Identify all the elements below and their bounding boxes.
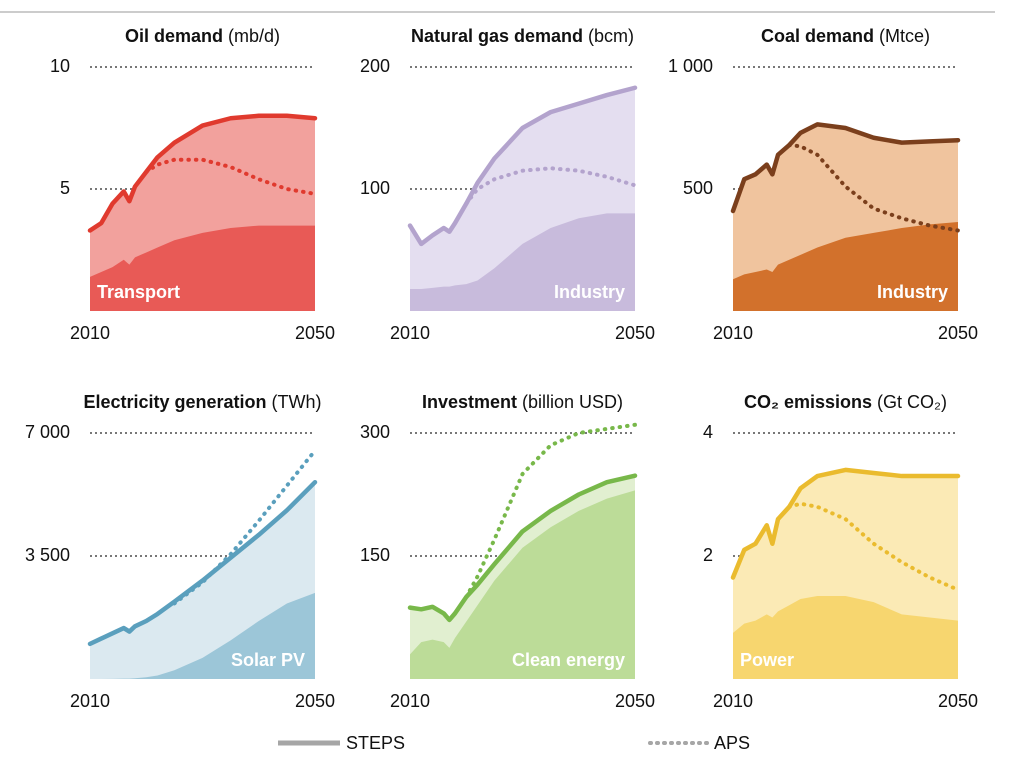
x-tick-label: 2010 [390,691,430,711]
area-label: Industry [877,282,948,302]
y-tick-label: 150 [360,545,390,565]
title-unit: (billion USD) [522,392,623,412]
aps-line [144,157,317,196]
area-label: Solar PV [231,650,305,670]
y-tick-label: 10 [50,56,70,76]
title-main: CO₂ emissions [744,392,872,412]
title-unit: (Mtce) [879,26,930,46]
x-tick-label: 2010 [70,691,110,711]
y-tick-label: 500 [683,178,713,198]
title-unit: (TWh) [272,392,322,412]
sector-area [733,595,958,679]
y-tick-label: 2 [703,545,713,565]
steps-line [407,85,638,247]
x-tick-label: 2010 [713,323,753,343]
legend-label: APS [714,733,750,753]
aps-line [464,166,637,206]
x-tick-label: 2010 [390,323,430,343]
sector-area [410,490,635,679]
aps-line [172,448,317,606]
x-tick-label: 2050 [295,691,335,711]
chart-title: Electricity generation (TWh) [83,392,321,412]
x-tick-label: 2050 [615,323,655,343]
aps-line [464,422,637,599]
steps-line [87,113,318,233]
title-unit: (mb/d) [228,26,280,46]
chart-title: Investment (billion USD) [422,392,623,412]
title-main: Oil demand [125,26,223,46]
aps-line [787,143,960,233]
area-label: Industry [554,282,625,302]
x-tick-label: 2050 [295,323,335,343]
area-label: Clean energy [512,650,625,670]
legend-label: STEPS [346,733,405,753]
chart-title: Oil demand (mb/d) [125,26,280,46]
sector-area [733,221,958,311]
title-unit: (Gt CO₂) [877,392,947,412]
steps-line [87,479,318,647]
x-tick-label: 2050 [938,691,978,711]
sector-area [410,213,635,311]
title-main: Electricity generation [83,392,266,412]
y-tick-label: 100 [360,178,390,198]
steps-line [730,122,961,214]
x-tick-label: 2050 [615,691,655,711]
y-tick-label: 300 [360,422,390,442]
y-tick-label: 7 000 [25,422,70,442]
y-tick-label: 4 [703,422,713,442]
sector-area [90,225,315,311]
y-tick-label: 200 [360,56,390,76]
title-unit: (bcm) [588,26,634,46]
title-main: Coal demand [761,26,874,46]
x-tick-label: 2050 [938,323,978,343]
y-tick-label: 3 500 [25,545,70,565]
x-tick-label: 2010 [70,323,110,343]
area-label: Power [740,650,794,670]
aps-line [787,501,960,592]
sector-area [90,592,315,679]
chart-title: Coal demand (Mtce) [761,26,930,46]
title-main: Natural gas demand [411,26,583,46]
area-label: Transport [97,282,180,302]
x-tick-label: 2010 [713,691,753,711]
y-tick-label: 5 [60,178,70,198]
y-tick-label: 1 000 [668,56,713,76]
title-main: Investment [422,392,517,412]
chart-title: Natural gas demand (bcm) [411,26,634,46]
steps-line [730,467,961,580]
chart-title: CO₂ emissions (Gt CO₂) [744,392,947,412]
